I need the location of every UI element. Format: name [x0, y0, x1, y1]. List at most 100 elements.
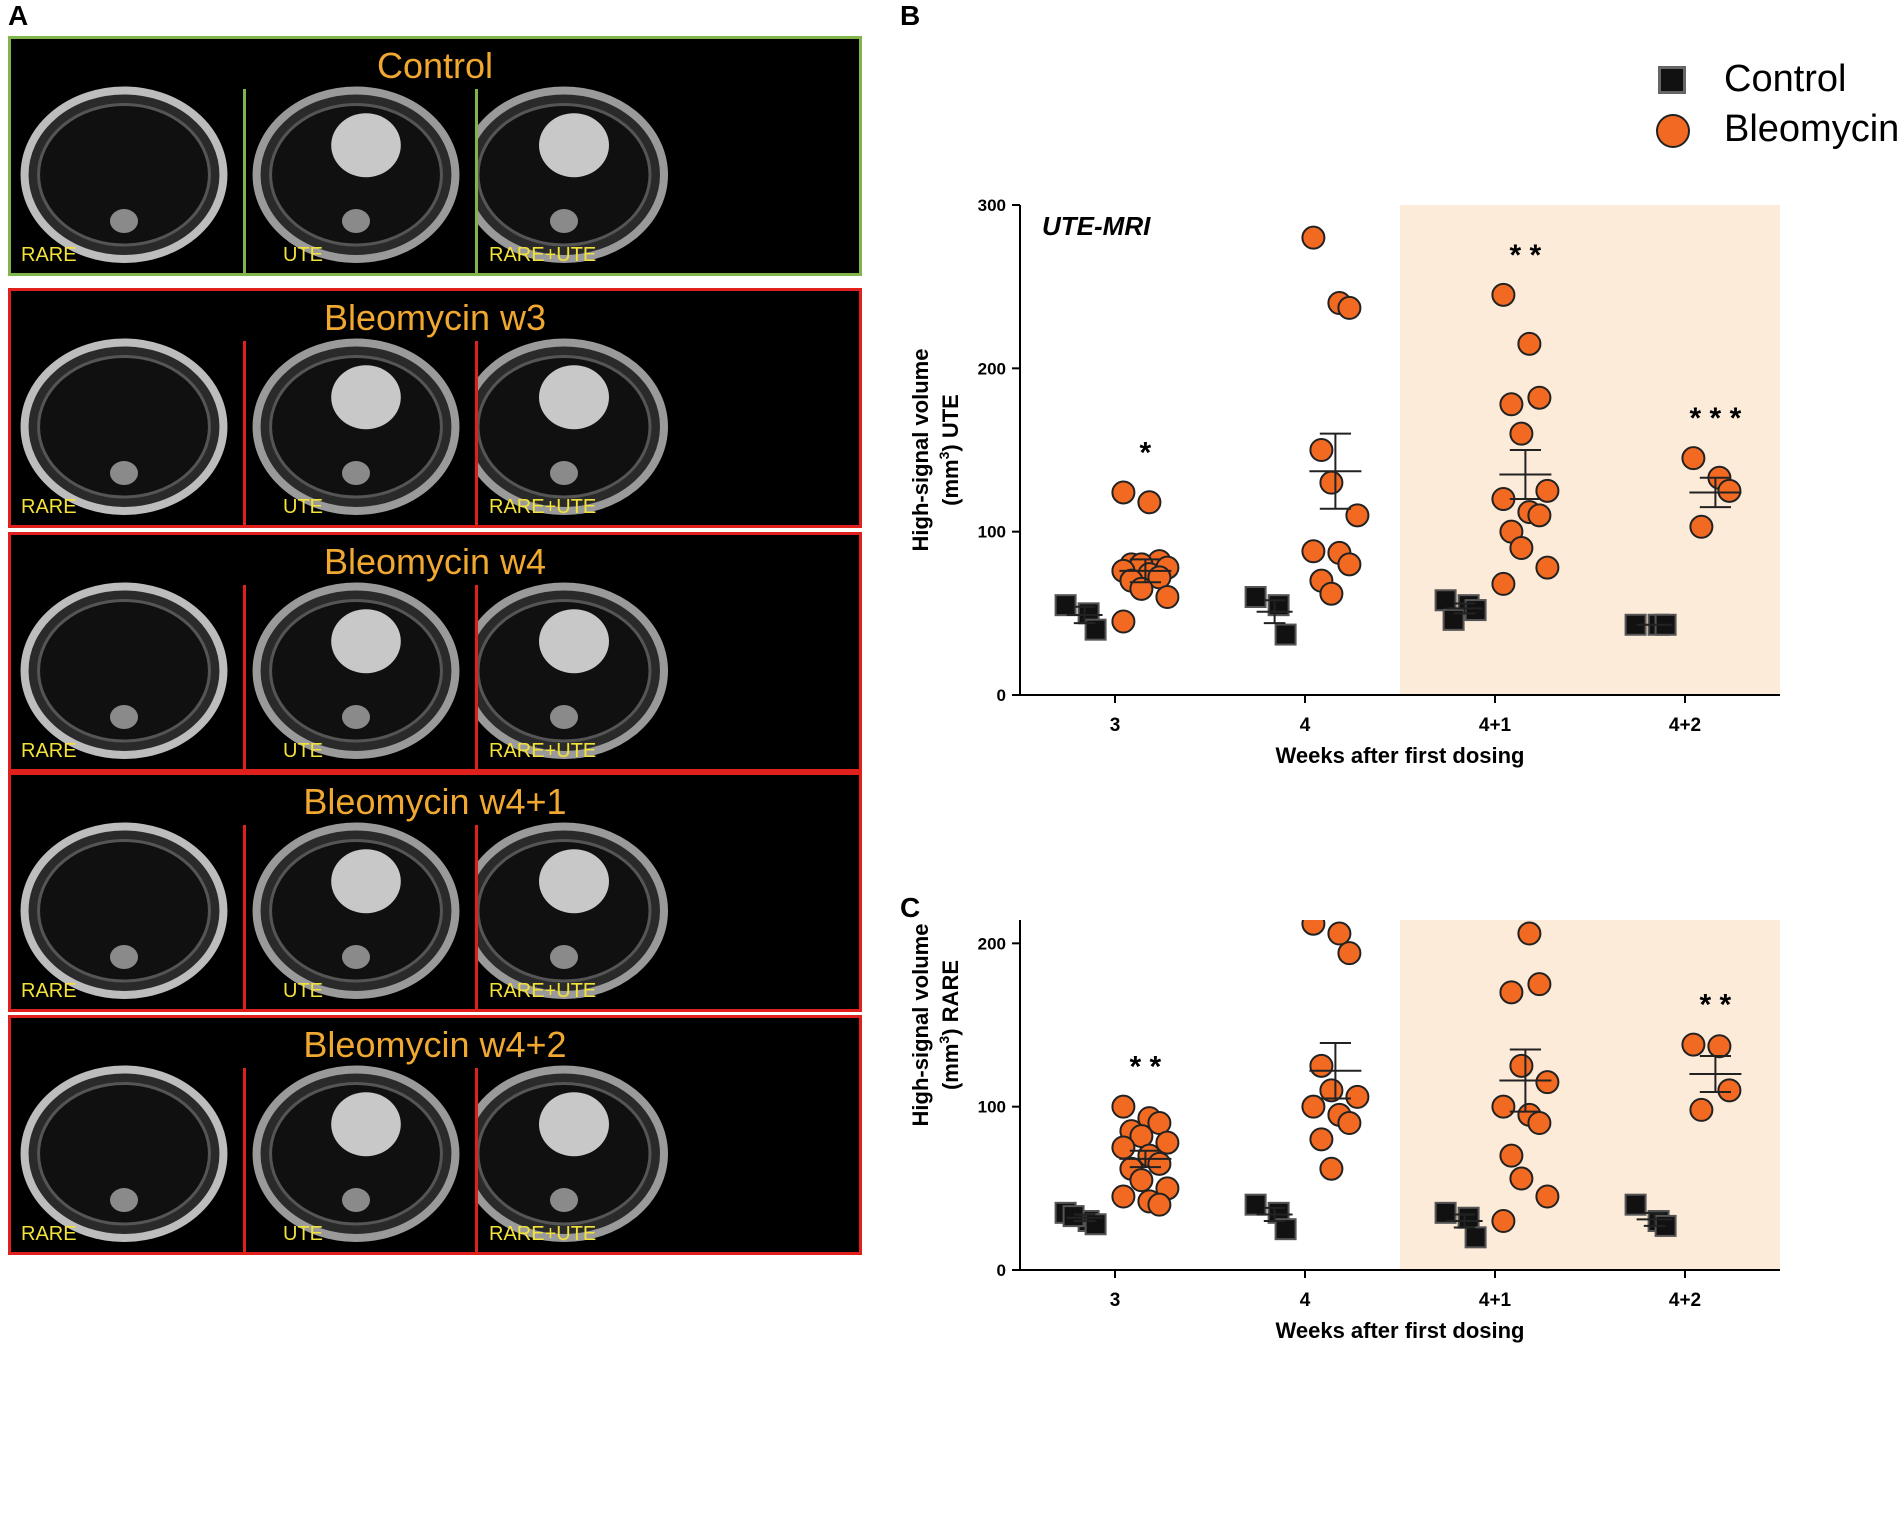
x-tick-label: 3 — [1110, 1290, 1121, 1311]
mri-scan-image — [20, 822, 228, 999]
mri-scan-image — [20, 86, 228, 263]
panel-letter-a: A — [8, 0, 29, 31]
mri-sequence-label: RARE+UTE — [489, 1223, 597, 1245]
control-point — [1464, 1226, 1487, 1249]
bleomycin-point — [1535, 478, 1560, 503]
bleomycin-point — [1155, 585, 1180, 609]
legend-bleomycin-marker — [1656, 114, 1690, 148]
bleomycin-point — [1129, 576, 1154, 601]
bleomycin-point — [1509, 1053, 1534, 1078]
mri-sequence-label: RARE+UTE — [489, 496, 597, 518]
bleomycin-point — [1111, 1184, 1136, 1209]
chart-title: UTE-MRI — [1042, 211, 1151, 241]
y-axis-title-line1: High-signal volume — [908, 349, 933, 552]
bleomycin-point — [1301, 539, 1326, 564]
mri-row-title: Bleomycin w4 — [323, 541, 547, 582]
bleomycin-point — [1345, 503, 1370, 528]
bleomycin-point — [1527, 1111, 1552, 1135]
mri-row-1: Bleomycin w3 RARE UTE RARE+UTE — [8, 288, 862, 528]
mri-sequence-label: UTE — [283, 980, 323, 1002]
mri-scan-image — [20, 338, 228, 515]
bleomycin-point — [1337, 295, 1362, 320]
chart-ute: 0 100 200 300 3 4 4+1 4+2 Weeks after first dosi… — [908, 196, 1780, 768]
control-point — [1434, 589, 1457, 612]
bleomycin-point — [1309, 1127, 1334, 1152]
bleomycin-point — [1111, 609, 1136, 634]
control-point — [1062, 1205, 1085, 1228]
bleomycin-point — [1517, 921, 1542, 946]
bleomycin-point — [1491, 1209, 1516, 1233]
y-tick-label: 300 — [978, 196, 1006, 215]
x-tick-label: 4+1 — [1479, 1290, 1512, 1311]
mri-separator — [475, 825, 478, 1009]
bleomycin-point — [1337, 1111, 1362, 1135]
x-tick-label: 3 — [1110, 715, 1121, 736]
mri-sequence-label: RARE+UTE — [489, 980, 597, 1002]
mri-separator — [475, 585, 478, 769]
mri-row-3: Bleomycin w4+1 RARE UTE RARE+UTE — [8, 772, 862, 1012]
y-axis-title-line2: (mm3) RARE — [936, 960, 963, 1090]
legend-control-label: Control — [1724, 58, 1847, 100]
bleomycin-point — [1345, 1084, 1370, 1109]
control-point — [1434, 1201, 1457, 1224]
mri-sequence-label: UTE — [283, 496, 323, 518]
mri-scan-image — [252, 86, 460, 263]
mri-separator — [243, 825, 246, 1009]
x-tick-label: 4 — [1300, 1290, 1311, 1311]
y-tick-label: 0 — [997, 1261, 1006, 1280]
bleomycin-point — [1517, 331, 1542, 356]
control-point — [1457, 1206, 1480, 1229]
y-tick-label: 100 — [978, 1098, 1006, 1117]
mri-separator — [475, 341, 478, 525]
y-tick-label: 0 — [997, 686, 1006, 705]
bleomycin-point — [1509, 421, 1534, 446]
x-tick-label: 4 — [1300, 715, 1311, 736]
mri-scan-image — [475, 338, 668, 515]
mri-sequence-label: RARE — [21, 496, 77, 518]
control-point — [1624, 1193, 1647, 1216]
bleomycin-point — [1491, 571, 1516, 596]
x-tick-label: 4+2 — [1669, 715, 1701, 736]
control-point — [1244, 586, 1267, 608]
control-point — [1274, 623, 1297, 646]
bleomycin-point — [1717, 478, 1742, 503]
bleomycin-point — [1319, 581, 1344, 606]
y-tick-label: 200 — [978, 359, 1006, 378]
mri-separator — [475, 89, 478, 273]
bleomycin-point — [1147, 1151, 1172, 1176]
bleomycin-point — [1509, 536, 1534, 560]
legend: Control Bleomycin — [1650, 58, 1900, 158]
mri-sequence-label: RARE — [21, 740, 77, 762]
bleomycin-point — [1527, 503, 1552, 528]
y-axis-title-line2: (mm3) UTE — [936, 394, 963, 506]
mri-row-title: Bleomycin w3 — [323, 297, 547, 338]
mri-sequence-label: RARE+UTE — [489, 740, 597, 762]
mri-row-title: Bleomycin w4+2 — [303, 1024, 567, 1065]
mri-separator — [243, 585, 246, 769]
bleomycin-point — [1509, 1166, 1534, 1191]
control-point — [1054, 594, 1077, 617]
significance-marker: * * — [1510, 239, 1542, 272]
bleomycin-point — [1155, 1130, 1180, 1155]
mri-sequence-label: RARE — [21, 244, 77, 266]
bleomycin-point — [1535, 1184, 1560, 1209]
mri-sequence-label: UTE — [283, 740, 323, 762]
bleomycin-point — [1111, 1135, 1136, 1160]
bleomycin-point — [1137, 490, 1162, 515]
mri-scan-image — [252, 582, 460, 759]
mri-sequence-label: UTE — [283, 1223, 323, 1245]
y-axis-title-line1: High-signal volume — [908, 924, 933, 1127]
y-tick-label: 100 — [978, 523, 1006, 542]
bleomycin-point — [1301, 920, 1326, 936]
mri-sequence-label: RARE+UTE — [489, 244, 597, 266]
mri-scan-image — [475, 1065, 668, 1242]
control-point — [1442, 608, 1465, 631]
bleomycin-point — [1689, 514, 1714, 539]
bleomycin-point — [1319, 470, 1344, 495]
control-point — [1084, 1213, 1107, 1236]
bleomycin-point — [1319, 1078, 1344, 1103]
bleomycin-point — [1491, 1094, 1516, 1119]
bleomycin-point — [1301, 1094, 1326, 1119]
mri-scan-image — [475, 822, 668, 999]
significance-marker: * * — [1130, 1051, 1162, 1084]
